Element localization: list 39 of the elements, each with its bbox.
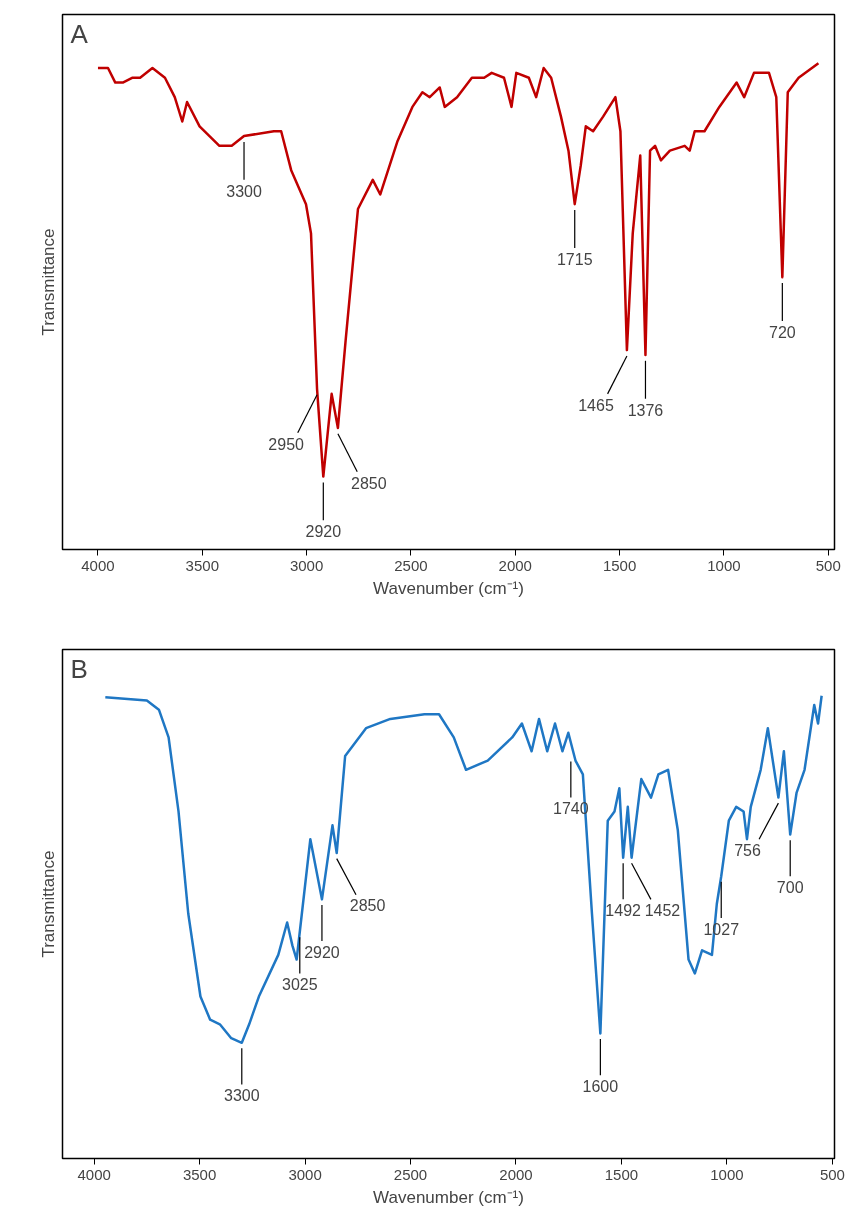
x-tick-label: 2500 <box>393 1165 428 1183</box>
text: A <box>70 18 89 49</box>
x-tick-label: 3000 <box>289 556 324 574</box>
annotation: 1376 <box>627 401 664 419</box>
x-tick-label: 4000 <box>81 556 115 574</box>
annotation: 2850 <box>349 897 386 915</box>
annotation: 1715 <box>556 250 593 268</box>
annotation: 2920 <box>305 523 342 541</box>
y-axis-title: Transmittance <box>38 850 58 958</box>
x-tick-label: 1000 <box>710 1165 744 1183</box>
annotation: 700 <box>776 878 804 896</box>
annotation: 2850 <box>351 474 387 492</box>
x-axis-title: Wavenumber (cm⁻¹) <box>373 578 524 598</box>
x-tick-label: 3500 <box>185 556 219 574</box>
x-tick-label: 500 <box>815 556 841 574</box>
annotation: 3300 <box>223 1087 260 1105</box>
annotation: 1452 <box>644 902 681 919</box>
x-tick-label: 4000 <box>77 1165 111 1183</box>
x-tick-label: 2000 <box>498 556 532 574</box>
x-tick-label: 2000 <box>499 1165 533 1183</box>
annotation: 3025 <box>282 976 318 994</box>
x-tick-label: 2500 <box>394 556 428 574</box>
annotation: 3300 <box>226 182 262 200</box>
x-tick-label: 1500 <box>604 1165 639 1183</box>
text: B <box>70 653 88 684</box>
x-tick-label: 3000 <box>288 1165 322 1183</box>
x-tick-label: 1500 <box>602 556 637 574</box>
x-tick-label: 500 <box>819 1165 845 1183</box>
annotation: 1492 <box>605 902 642 919</box>
annotation: 2920 <box>304 943 340 961</box>
x-tick-label: 3500 <box>182 1165 217 1183</box>
y-axis-title: Transmittance <box>38 228 58 336</box>
annotation: 1465 <box>578 396 614 414</box>
annotation: 2950 <box>268 435 305 453</box>
annotation: 720 <box>768 323 796 341</box>
x-tick-label: 1000 <box>707 556 741 574</box>
x-axis-title: Wavenumber (cm⁻¹) <box>373 1187 524 1207</box>
annotation: 1600 <box>582 1077 619 1095</box>
annotation: 756 <box>734 841 761 859</box>
